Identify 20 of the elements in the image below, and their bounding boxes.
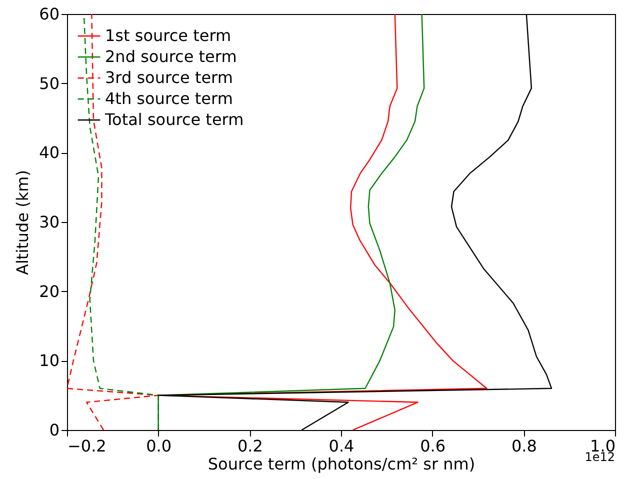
y-tick-label: 20 <box>39 282 60 301</box>
y-tick-label: 40 <box>39 143 60 162</box>
x-tick-label: 0.8 <box>511 436 537 456</box>
y-axis-title: Altitude (km) <box>13 170 32 275</box>
y-tick-label: 10 <box>39 351 60 370</box>
legend-label: Total source term <box>104 110 244 129</box>
y-tick-label: 50 <box>39 74 60 93</box>
x-tick-label: 0.2 <box>237 436 263 456</box>
x-tick-label: −0.2 <box>68 436 106 456</box>
y-tick-label: 30 <box>39 212 60 232</box>
x-axis-title: Source term (photons/cm² sr nm) <box>208 454 476 474</box>
legend-label: 4th source term <box>105 89 233 108</box>
x-tick-label: 0.0 <box>146 436 172 456</box>
y-tick-label: 0 <box>49 420 60 440</box>
legend-label: 2nd source term <box>105 47 237 66</box>
x-tick-label: 0.6 <box>420 436 446 456</box>
legend-label: 1st source term <box>105 26 232 45</box>
y-tick-label: 60 <box>39 4 60 24</box>
legend-label: 3rd source term <box>105 68 233 87</box>
x-tick-label: 0.4 <box>328 436 354 456</box>
